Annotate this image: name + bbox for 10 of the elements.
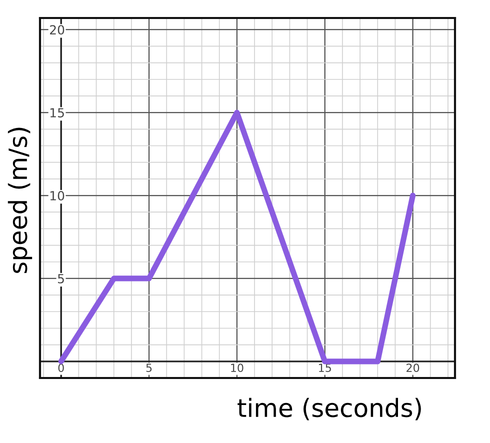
y-axis-title: speed (m/s): [8, 128, 32, 274]
x-axis-title: time (seconds): [238, 398, 421, 420]
x-tick-label: 5: [146, 364, 152, 372]
x-tick-label: 10: [231, 364, 244, 372]
y-tick-label: 10: [50, 190, 64, 200]
x-tick-label: 0: [58, 364, 64, 372]
y-tick-label: 5: [58, 274, 64, 284]
y-tick-label: 15: [50, 108, 64, 118]
x-tick-label: 20: [406, 364, 420, 372]
y-tick-label: 20: [50, 25, 64, 35]
